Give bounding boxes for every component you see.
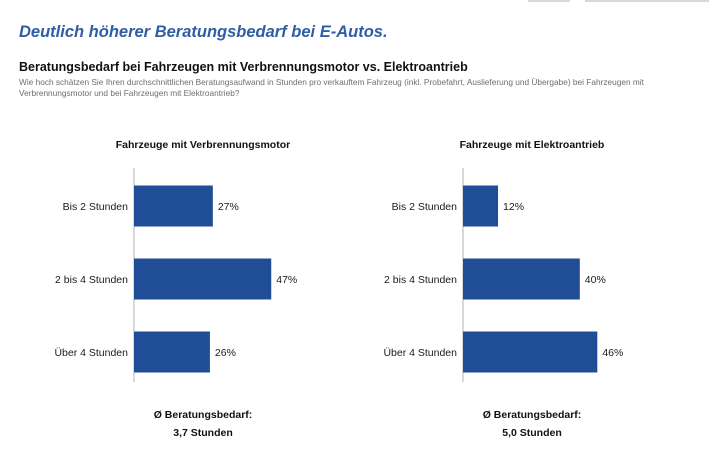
category-label: Über 4 Stunden xyxy=(54,347,128,359)
bar xyxy=(463,185,499,227)
bar xyxy=(134,258,272,300)
value-label: 26% xyxy=(215,347,236,359)
value-label: 47% xyxy=(276,274,297,286)
chart-combustion: Fahrzeuge mit Verbrennungsmotor Bis 2 St… xyxy=(38,132,368,452)
value-label: 12% xyxy=(503,201,524,213)
chart-title: Fahrzeuge mit Verbrennungsmotor xyxy=(115,139,291,151)
category-label: Über 4 Stunden xyxy=(383,347,457,359)
average-label: Ø Beratungsbedarf: xyxy=(482,409,582,421)
category-label: Bis 2 Stunden xyxy=(392,201,458,213)
bar xyxy=(463,258,580,300)
bar-plot: Bis 2 Stunden 12% 2 bis 4 Stunden 40% Über 4… xyxy=(383,168,623,382)
chart-electric: Fahrzeuge mit Elektroantrieb Bis 2 Stund… xyxy=(367,132,697,452)
top-divider-right xyxy=(585,0,709,2)
survey-question: Wie hoch schätzen Sie Ihren durchschnitt… xyxy=(19,77,644,98)
value-label: 46% xyxy=(602,347,623,359)
bar-plot: Bis 2 Stunden 27% 2 bis 4 Stunden 47% Über 4… xyxy=(54,168,297,382)
category-label: Bis 2 Stunden xyxy=(63,201,129,213)
chart-subtitle: Beratungsbedarf bei Fahrzeugen mit Verbr… xyxy=(19,60,468,74)
value-label: 40% xyxy=(585,274,606,286)
average-block: Ø Beratungsbedarf: 3,7 Stunden xyxy=(38,406,368,442)
category-label: 2 bis 4 Stunden xyxy=(384,274,457,286)
top-divider-left xyxy=(528,0,570,2)
average-value: 3,7 Stunden xyxy=(173,427,233,439)
bar xyxy=(134,185,213,227)
bar xyxy=(463,331,598,373)
page-title: Deutlich höherer Beratungsbedarf bei E-A… xyxy=(19,23,388,41)
bar xyxy=(134,331,210,373)
category-label: 2 bis 4 Stunden xyxy=(55,274,128,286)
average-label: Ø Beratungsbedarf: xyxy=(153,409,253,421)
value-label: 27% xyxy=(218,201,239,213)
average-block: Ø Beratungsbedarf: 5,0 Stunden xyxy=(367,406,697,442)
chart-title: Fahrzeuge mit Elektroantrieb xyxy=(459,139,605,151)
average-value: 5,0 Stunden xyxy=(502,427,562,439)
